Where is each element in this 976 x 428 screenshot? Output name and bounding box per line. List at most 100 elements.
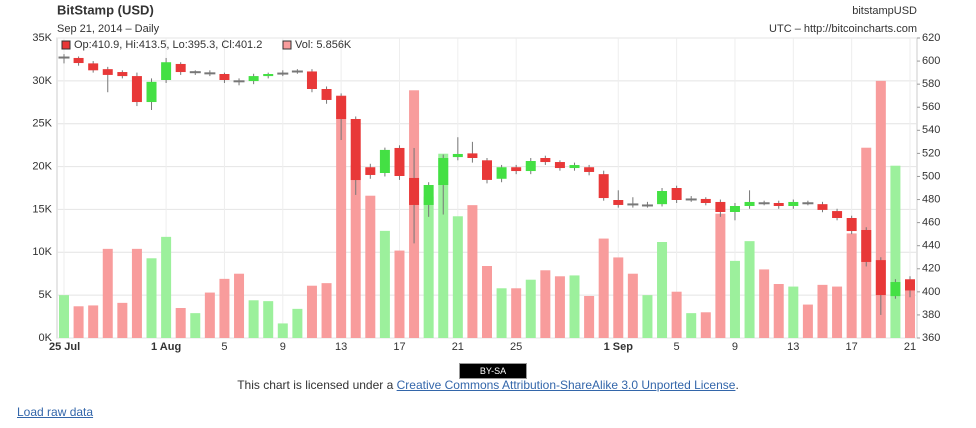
candle-body <box>700 198 711 203</box>
x-tick-label: 21 <box>452 341 464 353</box>
x-tick-label: 5 <box>674 341 680 353</box>
volume-bar <box>161 236 172 338</box>
license-link[interactable]: Creative Commons Attribution-ShareAlike … <box>396 378 736 392</box>
candle-body <box>598 174 609 199</box>
candle-body <box>350 119 361 181</box>
volume-bar <box>306 285 317 338</box>
volume-bar <box>759 269 770 338</box>
candle-body <box>641 204 653 207</box>
candle-body <box>627 203 639 206</box>
candle-body <box>189 71 201 74</box>
candle-body <box>715 201 726 212</box>
y-tick-label: 25K <box>32 118 52 130</box>
x-tick-label: 9 <box>280 341 286 353</box>
volume-bar <box>773 284 784 338</box>
volume-bar <box>554 276 565 338</box>
chart-title: BitStamp (USD) <box>57 2 154 17</box>
candle-body <box>744 201 755 206</box>
volume-bar <box>598 238 609 338</box>
candle-body <box>117 72 128 77</box>
candle-body <box>482 160 492 180</box>
x-tick-label: 5 <box>221 341 227 353</box>
y2-tick-label: 420 <box>922 263 940 275</box>
volume-bar <box>744 241 755 338</box>
x-tick-label: 17 <box>393 341 405 353</box>
candle-body <box>146 81 157 103</box>
candle-body <box>233 80 245 83</box>
candle-body <box>496 167 507 179</box>
candle-body <box>467 153 478 158</box>
candle-body <box>394 147 405 176</box>
volume-bar <box>788 286 799 338</box>
candle-body <box>58 56 70 59</box>
volume-bar <box>146 258 157 338</box>
y2-tick-label: 480 <box>922 193 940 205</box>
volume-bar <box>671 291 682 338</box>
volume-bar <box>350 164 361 338</box>
candle-body <box>832 211 843 218</box>
legend-ohlc-swatch <box>61 40 71 50</box>
license-text: This chart is licensed under a <box>237 378 397 392</box>
candle-body <box>905 279 915 291</box>
volume-bar <box>248 300 259 338</box>
volume-bar <box>657 242 668 338</box>
y2-tick-label: 380 <box>922 309 940 321</box>
volume-bar <box>379 230 390 338</box>
y-tick-label: 0K <box>39 332 53 344</box>
x-tick-label: 25 Jul <box>49 341 80 353</box>
volume-bar <box>73 306 84 338</box>
y2-tick-label: 580 <box>922 78 940 90</box>
volume-bar <box>292 308 303 338</box>
volume-bar <box>59 295 69 338</box>
volume-bar <box>88 305 99 338</box>
volume-bar <box>423 196 434 338</box>
candle-body <box>131 76 142 103</box>
candle-body <box>540 158 551 163</box>
x-tick-label: 1 Aug <box>151 341 181 353</box>
candle-body <box>758 202 770 205</box>
candle-body <box>263 74 274 77</box>
volume-bar <box>627 273 638 338</box>
y-tick-label: 30K <box>32 75 52 87</box>
license-end: . <box>735 378 739 392</box>
volume-bar <box>540 270 551 338</box>
candle-body <box>890 282 901 297</box>
candle-body <box>102 69 113 75</box>
volume-bar <box>482 266 492 338</box>
volume-bar <box>394 250 405 338</box>
volume-bar <box>817 284 828 338</box>
candle-body <box>423 185 434 205</box>
candle-body <box>175 63 186 73</box>
volume-bar <box>905 287 915 338</box>
candle-body <box>438 158 449 185</box>
candle-body <box>409 177 420 205</box>
volume-bar <box>875 80 886 338</box>
y-tick-label: 5K <box>39 289 53 301</box>
candle-body <box>584 167 595 172</box>
volume-bar <box>190 313 201 338</box>
candle-body <box>613 200 624 205</box>
x-tick-label: 21 <box>904 341 916 353</box>
volume-bar <box>234 273 245 338</box>
candle-body <box>88 63 99 71</box>
volume-bar <box>729 260 740 338</box>
candle-body <box>219 74 230 80</box>
x-tick-label: 17 <box>846 341 858 353</box>
license-badge: BY-SA <box>459 363 527 379</box>
y2-tick-label: 440 <box>922 240 940 252</box>
legend-volume-swatch <box>282 40 292 50</box>
y2-tick-label: 560 <box>922 101 940 113</box>
candle-body <box>306 71 317 89</box>
x-tick-label: 1 Sep <box>604 341 634 353</box>
volume-bar <box>117 302 128 338</box>
x-tick-label: 13 <box>335 341 347 353</box>
y-tick-label: 35K <box>32 32 52 44</box>
volume-bar <box>336 95 347 338</box>
raw-data-link[interactable]: Load raw data <box>17 405 94 419</box>
volume-bar <box>277 323 288 338</box>
candle-body <box>554 162 565 169</box>
candle-body <box>875 260 886 296</box>
y2-tick-label: 520 <box>922 147 940 159</box>
candle-body <box>248 76 259 82</box>
